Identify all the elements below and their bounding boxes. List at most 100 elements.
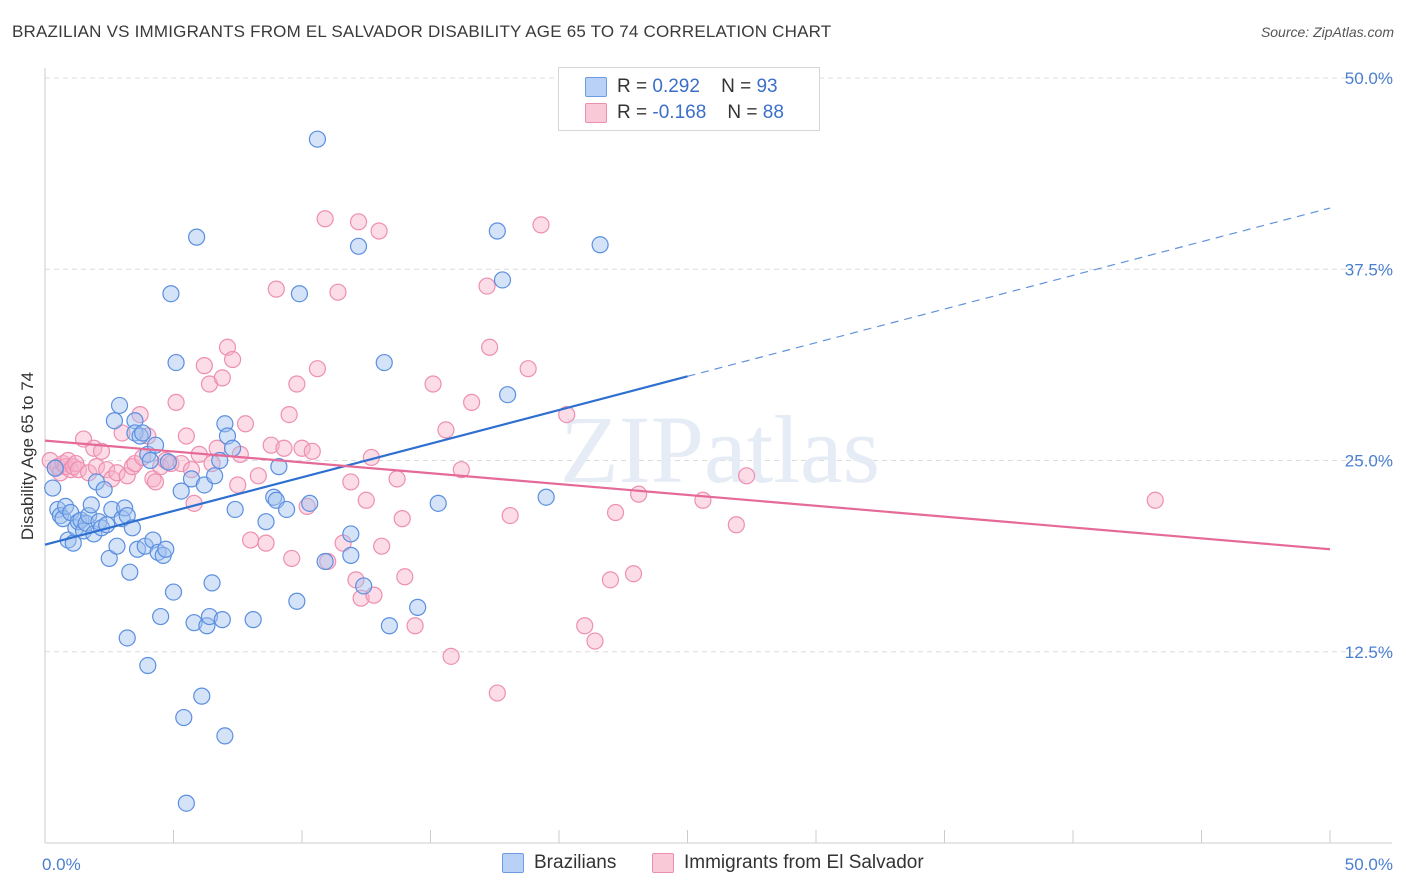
brazil-point <box>355 577 373 595</box>
brazil-point <box>342 546 360 564</box>
legend-n-label: N = <box>727 102 758 123</box>
salvador-point <box>437 421 455 439</box>
brazil-point <box>349 237 368 255</box>
brazil-point <box>224 439 242 457</box>
brazil-point <box>134 424 152 442</box>
x-tick-label: 50.0% <box>1345 855 1393 874</box>
brazil-point <box>277 500 296 519</box>
salvador-point <box>195 357 213 375</box>
y-tick-label: 12.5% <box>1345 643 1393 662</box>
legend-n-value: 93 <box>756 76 778 97</box>
brazil-point <box>121 563 139 581</box>
y-axis-label: Disability Age 65 to 74 <box>18 372 37 540</box>
bottom-legend: Brazilians Immigrants from El Salvador <box>0 852 1406 876</box>
brazil-point <box>288 592 306 610</box>
salvador-point <box>303 442 321 460</box>
brazil-point <box>172 482 190 500</box>
salvador-point <box>249 467 267 485</box>
brazil-point <box>126 412 144 430</box>
brazil-point <box>185 614 203 632</box>
salvador-point <box>118 467 136 485</box>
salvador-point <box>293 439 311 457</box>
salvador-point <box>406 617 424 635</box>
bottom-swatch-pink <box>652 853 674 873</box>
salvador-point <box>478 277 496 295</box>
legend-n-value: 88 <box>762 102 784 123</box>
salvador-point <box>229 476 247 494</box>
brazil-point <box>265 488 283 506</box>
brazil-point <box>591 236 609 254</box>
salvador-point <box>177 427 195 445</box>
brazil-trend-extension <box>687 207 1331 377</box>
salvador-point <box>316 210 334 228</box>
bottom-swatch-blue <box>502 853 524 873</box>
brazil-point <box>100 549 118 568</box>
brazil-point <box>95 480 113 499</box>
salvador-point <box>283 549 301 568</box>
brazil-point <box>342 525 360 543</box>
gridlines <box>45 77 1392 653</box>
brazil-point <box>375 353 393 372</box>
legend-r-value: -0.168 <box>652 102 707 123</box>
brazil-point <box>216 727 234 745</box>
salvador-point <box>236 415 255 433</box>
brazil-point <box>44 479 62 497</box>
salvador-point <box>630 485 648 503</box>
salvador-point <box>144 470 162 488</box>
salvador-point <box>92 442 111 460</box>
salvador-point <box>224 350 242 369</box>
brazil-point <box>193 687 211 705</box>
x-tick-labels: 0.0% 50.0% <box>42 855 1393 874</box>
brazil-point <box>290 285 309 303</box>
brazil-point <box>167 353 185 372</box>
salvador-point <box>262 436 280 454</box>
brazil-point <box>159 453 177 471</box>
brazil-point <box>108 537 126 555</box>
brazil-point <box>493 271 512 289</box>
legend: R = 0.292 N = 93 R = -0.168 N = 88 <box>558 67 820 131</box>
brazil-point <box>141 451 159 470</box>
brazil-point <box>110 396 129 415</box>
legend-swatch-blue <box>585 77 607 97</box>
legend-n-label: N = <box>721 76 752 97</box>
salvador-point <box>396 568 414 586</box>
salvador-point <box>342 473 360 491</box>
salvador-point <box>393 510 411 528</box>
salvador-point <box>424 375 442 393</box>
brazil-point <box>46 459 64 477</box>
salvador-point <box>488 684 506 702</box>
salvador-point <box>242 531 260 549</box>
salvador-point <box>280 406 298 424</box>
brazil-point <box>206 467 224 485</box>
salvador-point <box>558 406 576 424</box>
brazil-point <box>82 496 100 514</box>
brazil-point <box>270 458 288 476</box>
brazil-point <box>203 574 221 592</box>
brazil-point <box>200 607 219 626</box>
brazil-point <box>152 607 170 626</box>
salvador-point <box>257 534 275 552</box>
y-tick-labels: 12.5% 25.0% 37.5% 50.0% <box>1345 69 1393 662</box>
watermark: ZIPatlas <box>560 396 880 503</box>
brazil-point <box>139 656 157 675</box>
chart-title: BRAZILIAN VS IMMIGRANTS FROM EL SALVADOR… <box>12 22 832 41</box>
brazil-point <box>226 500 244 519</box>
axes <box>44 68 1392 844</box>
salvador-point <box>738 467 756 485</box>
salvador-point <box>501 506 519 525</box>
salvador-point <box>452 461 470 479</box>
salvador-point <box>442 647 460 665</box>
salvador-point <box>606 503 625 522</box>
legend-r-value: 0.292 <box>652 76 700 97</box>
salvador-point <box>98 461 116 479</box>
brazil-point <box>80 506 98 525</box>
salvador-point <box>357 491 375 509</box>
bottom-legend-label: Immigrants from El Salvador <box>684 852 924 873</box>
salvador-point <box>388 470 406 488</box>
brazil-point <box>51 506 70 525</box>
legend-swatch-pink <box>585 103 607 123</box>
salvador-point <box>624 565 643 583</box>
brazil-point <box>537 488 555 506</box>
salvador-point <box>532 216 550 234</box>
